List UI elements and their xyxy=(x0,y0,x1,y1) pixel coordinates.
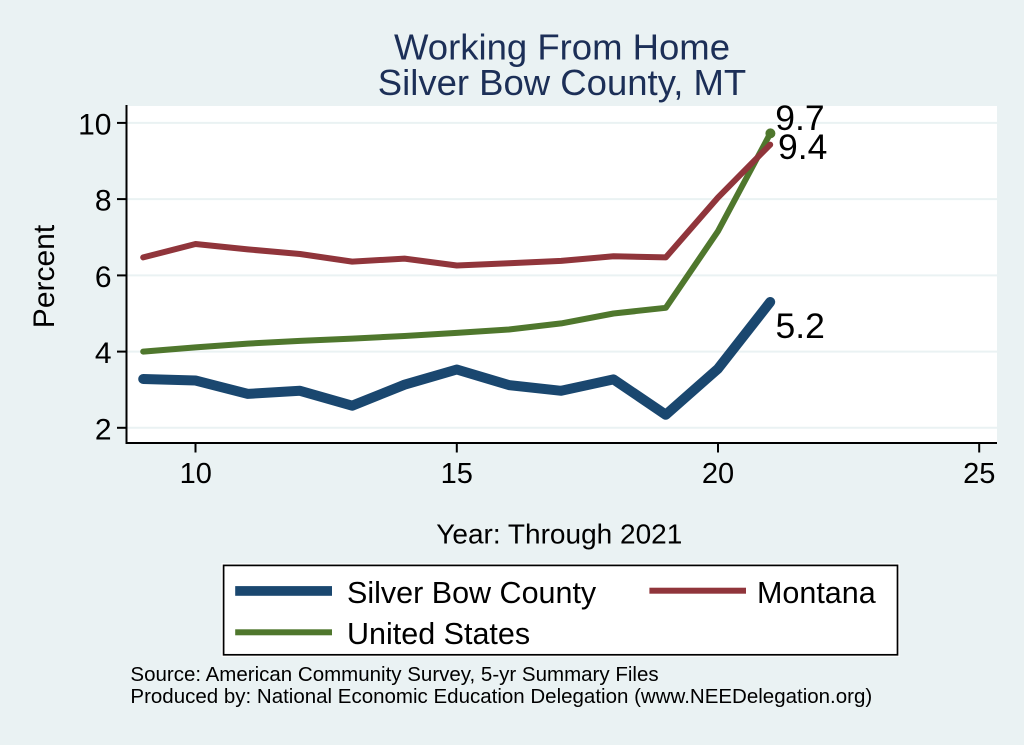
svg-text:6: 6 xyxy=(95,261,112,294)
svg-text:20: 20 xyxy=(702,458,734,490)
svg-text:Working From Home: Working From Home xyxy=(394,26,730,67)
svg-text:Silver Bow County, MT: Silver Bow County, MT xyxy=(378,62,746,103)
svg-text:15: 15 xyxy=(441,458,473,490)
svg-text:United States: United States xyxy=(347,617,530,651)
svg-text:8: 8 xyxy=(95,185,112,218)
svg-text:10: 10 xyxy=(78,109,111,142)
svg-text:Source: American Community Sur: Source: American Community Survey, 5-yr … xyxy=(130,663,658,686)
svg-text:10: 10 xyxy=(180,458,212,490)
svg-text:25: 25 xyxy=(963,458,995,490)
svg-text:Silver Bow County: Silver Bow County xyxy=(347,576,597,610)
svg-text:Year: Through 2021: Year: Through 2021 xyxy=(436,518,682,549)
svg-text:4: 4 xyxy=(95,337,112,370)
svg-text:Produced by: National Economic: Produced by: National Economic Education… xyxy=(130,685,872,708)
svg-text:9.7: 9.7 xyxy=(775,98,824,138)
svg-text:5.2: 5.2 xyxy=(776,306,825,346)
svg-text:9.4: 9.4 xyxy=(778,127,827,167)
svg-text:Montana: Montana xyxy=(757,576,876,610)
svg-text:Percent: Percent xyxy=(28,224,61,328)
svg-text:2: 2 xyxy=(95,413,112,446)
